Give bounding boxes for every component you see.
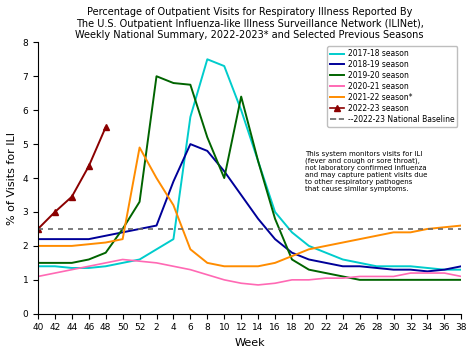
Legend: 2017-18 season, 2018-19 season, 2019-20 season, 2020-21 season, 2021-22 season*,: 2017-18 season, 2018-19 season, 2019-20 … <box>327 46 457 127</box>
Text: This system monitors visits for ILI
(fever and cough or sore throat),
not labora: This system monitors visits for ILI (fev… <box>305 151 427 192</box>
X-axis label: Week: Week <box>234 338 265 348</box>
Y-axis label: % of Visits for ILI: % of Visits for ILI <box>7 132 17 225</box>
Title: Percentage of Outpatient Visits for Respiratory Illness Reported By
The U.S. Out: Percentage of Outpatient Visits for Resp… <box>75 7 424 40</box>
